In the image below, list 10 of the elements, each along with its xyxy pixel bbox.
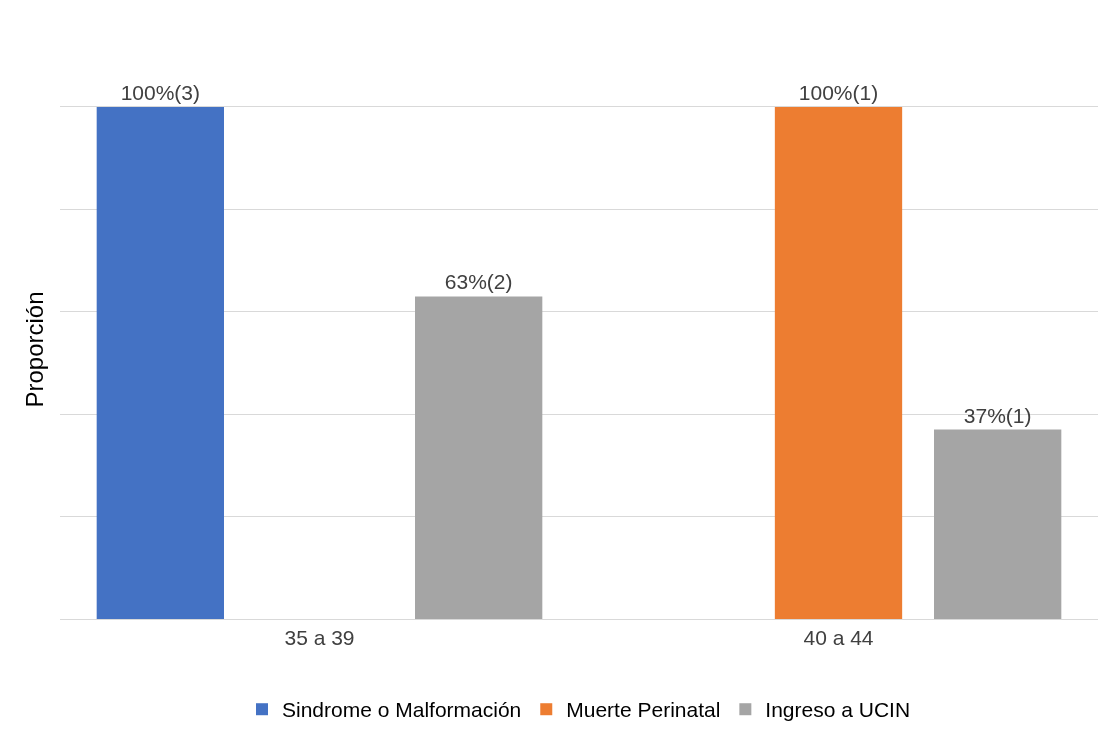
data-label: 100%(3) [120, 80, 201, 104]
data-label: 100%(1) [798, 80, 879, 104]
legend-label: Ingreso a UCIN [765, 698, 911, 722]
legend-label: Muerte Perinatal [566, 698, 721, 722]
data-label: 37%(1) [963, 403, 1032, 427]
x-tick-label: 35 a 39 [284, 626, 355, 650]
data-label: 63%(2) [444, 270, 513, 294]
legend-label: Sindrome o Malformación [282, 698, 522, 722]
y-axis-title: Proporción [21, 291, 49, 408]
x-tick-label: 40 a 44 [803, 626, 874, 650]
